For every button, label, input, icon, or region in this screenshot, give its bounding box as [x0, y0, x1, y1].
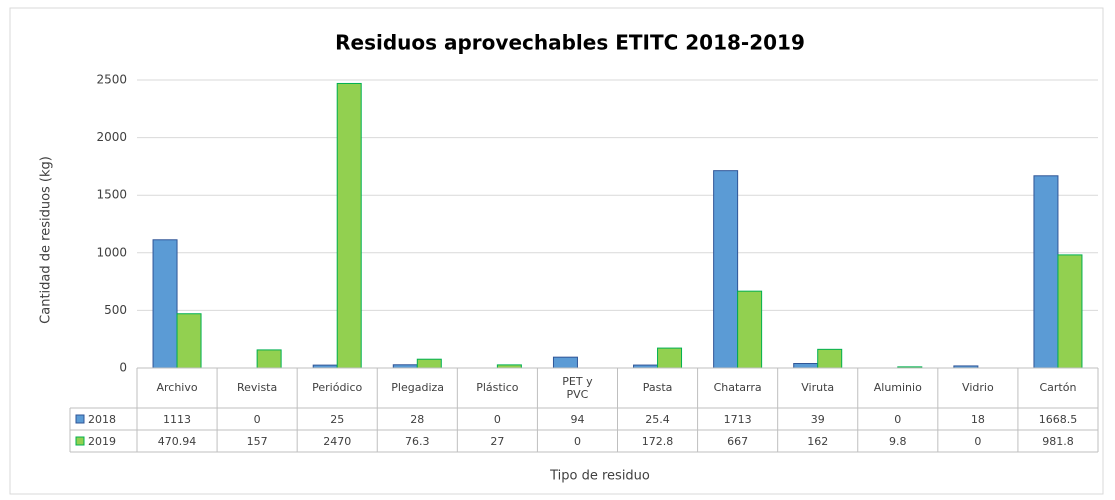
table-value: 0	[494, 413, 501, 426]
category-cell: Revista	[217, 368, 297, 408]
category-cell: Cartón	[1018, 368, 1098, 408]
category-cell: Plegadiza	[377, 368, 457, 408]
category-cell: Viruta	[778, 368, 858, 408]
bar	[1033, 175, 1059, 369]
legend-label: 2019	[88, 435, 116, 448]
x-tick-text: Viruta	[801, 381, 835, 395]
table-value: 25	[330, 413, 344, 426]
table-value: 27	[490, 435, 504, 448]
x-tick-label: Plástico	[457, 368, 537, 408]
table-value: 9.8	[889, 435, 907, 448]
bar	[1057, 254, 1083, 369]
table-value: 2470	[323, 435, 351, 448]
bar	[552, 356, 578, 369]
category-cell: Vidrio	[938, 368, 1018, 408]
x-tick-label: PET y PVC	[537, 368, 617, 408]
x-tick-label: Aluminio	[858, 368, 938, 408]
bar	[336, 82, 362, 369]
bar	[176, 313, 202, 369]
y-tick-label: 2000	[96, 130, 127, 144]
table-value: 981.8	[1042, 435, 1074, 448]
category-cell: PET y PVC	[537, 368, 617, 408]
bar	[152, 239, 178, 369]
table-value: 76.3	[405, 435, 430, 448]
x-tick-text: Pasta	[642, 381, 673, 395]
bar	[817, 348, 843, 369]
x-tick-label: Vidrio	[938, 368, 1018, 408]
chart-title: Residuos aprovechables ETITC 2018-2019	[335, 31, 805, 55]
x-tick-text: Periódico	[312, 381, 363, 395]
category-cell: Pasta	[618, 368, 698, 408]
table-value: 162	[807, 435, 828, 448]
y-tick-label: 0	[119, 361, 127, 375]
y-tick-label: 1500	[96, 188, 127, 202]
table-value: 1668.5	[1039, 413, 1078, 426]
x-tick-label: Viruta	[778, 368, 858, 408]
table-value: 470.94	[158, 435, 197, 448]
bar	[256, 349, 282, 369]
x-tick-text: Plástico	[476, 381, 519, 395]
table-value: 94	[570, 413, 584, 426]
category-cell: Chatarra	[698, 368, 778, 408]
table-value: 28	[410, 413, 424, 426]
bar	[657, 347, 683, 369]
bar	[737, 290, 763, 369]
x-tick-text: Aluminio	[873, 381, 922, 395]
table-value: 1713	[724, 413, 752, 426]
x-tick-label: Chatarra	[698, 368, 778, 408]
x-axis-title: Tipo de residuo	[549, 469, 650, 484]
x-tick-label: Revista	[217, 368, 297, 408]
table-value: 0	[974, 435, 981, 448]
y-tick-label: 1000	[96, 245, 127, 259]
legend-swatch	[75, 436, 85, 446]
table-value: 25.4	[645, 413, 670, 426]
table-value: 667	[727, 435, 748, 448]
x-tick-label: Cartón	[1018, 368, 1098, 408]
x-tick-text: Cartón	[1039, 381, 1077, 395]
x-tick-label: Pasta	[618, 368, 698, 408]
table-value: 18	[971, 413, 985, 426]
y-axis-title: Cantidad de residuos (kg)	[39, 156, 54, 324]
legend-swatch	[75, 414, 85, 424]
x-tick-text: PET y PVC	[562, 374, 593, 401]
x-tick-label: Archivo	[137, 368, 217, 408]
table-value: 0	[894, 413, 901, 426]
y-tick-label: 2500	[96, 73, 127, 87]
table-value: 1113	[163, 413, 191, 426]
x-tick-text: Plegadiza	[391, 381, 445, 395]
category-cell: Aluminio	[858, 368, 938, 408]
category-cell: Periódico	[297, 368, 377, 408]
x-tick-label: Periódico	[297, 368, 377, 408]
table-value: 157	[247, 435, 268, 448]
x-tick-text: Revista	[236, 381, 278, 395]
category-cell: Plástico	[457, 368, 537, 408]
x-tick-text: Archivo	[156, 381, 198, 395]
bar	[416, 358, 442, 369]
x-tick-label: Plegadiza	[377, 368, 457, 408]
table-value: 0	[574, 435, 581, 448]
category-cell: Archivo	[137, 368, 217, 408]
chart-border	[9, 7, 1104, 495]
bar	[713, 170, 739, 369]
legend-label: 2018	[88, 413, 116, 426]
table-value: 39	[811, 413, 825, 426]
table-value: 172.8	[642, 435, 674, 448]
y-tick-label: 500	[104, 303, 127, 317]
x-tick-text: Vidrio	[962, 381, 994, 395]
x-tick-text: Chatarra	[713, 381, 762, 395]
table-value: 0	[254, 413, 261, 426]
